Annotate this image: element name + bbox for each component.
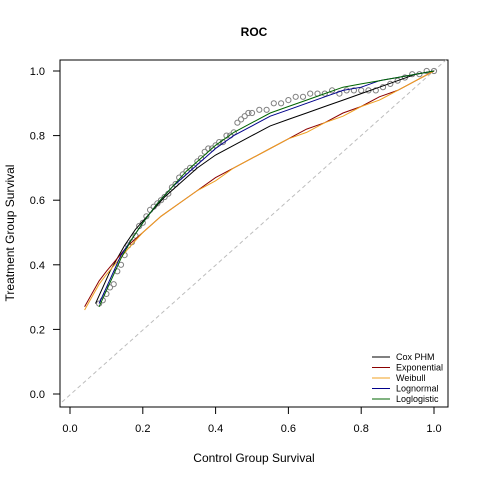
legend-label-lognormal: Lognormal [396,384,439,394]
legend: Cox PHMExponentialWeibullLognormalLoglog… [372,352,443,404]
empirical-point [359,88,364,93]
x-tick-label: 0.0 [62,423,77,435]
empirical-points-layer [97,68,437,306]
y-tick-label: 1.0 [30,66,45,78]
y-tick-label: 0.4 [30,260,45,272]
x-axis-label: Control Group Survival [193,451,314,465]
series-line-loglogistic [99,71,434,307]
legend-label-loglogistic: Loglogistic [396,394,439,404]
empirical-point [279,101,284,106]
y-tick-label: 0.2 [30,324,45,336]
x-axis: 0.0 0.2 0.4 0.6 0.8 1.0 [62,407,441,435]
series-line-cox-phm [96,71,435,304]
empirical-point [111,282,116,287]
x-tick-label: 0.2 [135,423,150,435]
empirical-point [271,101,276,106]
legend-label-exponential: Exponential [396,363,443,373]
x-tick-label: 0.8 [354,423,369,435]
y-tick-label: 0.8 [30,131,45,143]
series-line-lognormal [99,71,434,304]
empirical-point [308,91,313,96]
series-line-exponential [85,71,434,307]
x-tick-label: 0.6 [281,423,296,435]
x-tick-label: 1.0 [426,423,441,435]
empirical-point [249,110,254,115]
x-tick-label: 0.4 [208,423,223,435]
y-tick-label: 0.0 [30,389,45,401]
y-tick-label: 0.6 [30,195,45,207]
legend-label-weibull: Weibull [396,373,425,383]
y-axis: 0.0 0.2 0.4 0.6 0.8 1.0 [30,66,60,401]
legend-label-cox-phm: Cox PHM [396,352,435,362]
y-axis-label: Treatment Group Survival [3,165,17,302]
empirical-point [264,107,269,112]
chart-title: ROC [241,25,268,39]
empirical-point [286,98,291,103]
empirical-point [300,94,305,99]
empirical-point [293,94,298,99]
empirical-point [257,107,262,112]
